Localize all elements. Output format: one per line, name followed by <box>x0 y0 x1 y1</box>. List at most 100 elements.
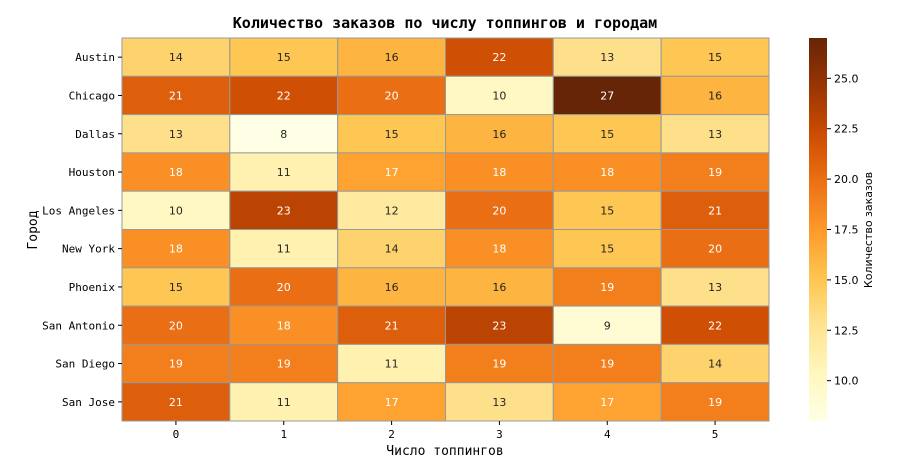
cell-value-label: 13 <box>492 396 506 409</box>
cell-value-label: 19 <box>708 166 722 179</box>
y-tick-label: Houston <box>69 166 115 179</box>
heatmap-cell <box>121 229 231 269</box>
y-tick-label: Dallas <box>75 128 115 141</box>
heatmap-cell <box>552 114 662 154</box>
x-tick-label: 2 <box>388 428 395 441</box>
cell-value-label: 20 <box>708 243 722 256</box>
heatmap-cell <box>229 382 339 422</box>
cell-value-label: 27 <box>600 89 614 102</box>
cell-value-label: 19 <box>600 281 614 294</box>
cell-value-label: 20 <box>492 204 506 217</box>
y-tick-label: San Jose <box>62 396 115 409</box>
heatmap-cell <box>445 190 554 230</box>
heatmap-cell <box>121 382 231 422</box>
cell-value-label: 17 <box>600 396 614 409</box>
cell-value-label: 16 <box>385 51 399 64</box>
heatmap-cell <box>229 75 339 116</box>
x-axis-label: Число топпингов <box>386 444 503 459</box>
heatmap-cell <box>229 114 339 154</box>
y-tick-label: San Diego <box>55 358 115 371</box>
cell-value-label: 20 <box>385 89 399 102</box>
heatmap-cell <box>445 114 554 154</box>
cell-value-label: 22 <box>492 51 506 64</box>
x-tick-label: 1 <box>280 428 287 441</box>
cell-value-label: 19 <box>169 358 183 371</box>
cell-value-label: 18 <box>277 319 291 332</box>
cell-value-label: 14 <box>385 243 399 256</box>
heatmap-cell <box>121 190 231 230</box>
heatmap-cell <box>121 343 231 384</box>
heatmap-cell <box>121 267 231 307</box>
cell-value-label: 19 <box>277 358 291 371</box>
cell-value-label: 21 <box>169 89 183 102</box>
cell-value-label: 19 <box>492 358 506 371</box>
cell-value-label: 15 <box>600 128 614 141</box>
cell-value-label: 11 <box>277 243 291 256</box>
cell-value-label: 10 <box>492 89 506 102</box>
heatmap-cell <box>552 190 662 230</box>
cell-value-label: 16 <box>492 128 506 141</box>
cell-value-label: 18 <box>492 243 506 256</box>
colorbar-tick-label: 22.5 <box>834 123 859 136</box>
colorbar-tick-label: 15.0 <box>834 274 859 287</box>
cell-value-label: 20 <box>277 281 291 294</box>
cell-value-label: 15 <box>385 128 399 141</box>
cell-value-label: 10 <box>169 204 183 217</box>
heatmap-cell <box>445 152 554 192</box>
cell-value-label: 17 <box>385 396 399 409</box>
heatmap-cell <box>121 152 231 192</box>
heatmap-cell <box>337 267 446 307</box>
y-tick-label: Austin <box>75 51 115 64</box>
heatmap-cell <box>660 37 770 77</box>
cell-value-label: 22 <box>277 89 291 102</box>
colorbar-ticks: 10.0 12.5 15.0 17.5 20.0 22.5 25.0 <box>827 72 859 388</box>
cell-value-label: 21 <box>169 396 183 409</box>
y-tick-label: Chicago <box>69 89 115 102</box>
cell-value-label: 14 <box>169 51 183 64</box>
cell-value-label: 11 <box>277 166 291 179</box>
cell-value-label: 13 <box>708 281 722 294</box>
heatmap-cell <box>660 152 770 192</box>
cell-value-label: 11 <box>277 396 291 409</box>
colorbar-label: Количество заказов <box>862 172 875 288</box>
cell-value-label: 11 <box>385 358 399 371</box>
y-tick-label: New York <box>62 243 115 256</box>
cell-value-label: 20 <box>169 319 183 332</box>
cell-value-label: 16 <box>492 281 506 294</box>
heatmap-cell <box>552 305 662 345</box>
heatmap-cell <box>660 114 770 154</box>
x-tick-label: 4 <box>604 428 611 441</box>
cell-value-label: 16 <box>708 89 722 102</box>
heatmap-cell <box>552 343 662 384</box>
x-tick-label: 5 <box>712 428 719 441</box>
heatmap-cell <box>660 190 770 230</box>
cell-value-label: 16 <box>385 281 399 294</box>
cell-value-label: 22 <box>708 319 722 332</box>
y-tick-labels: Austin Chicago Dallas Houston Los Angeles New… <box>42 51 122 409</box>
y-axis-label: Город <box>26 210 41 249</box>
chart-title: Количество заказов по числу топпингов и … <box>233 14 657 32</box>
cell-value-label: 19 <box>600 358 614 371</box>
y-tick-label: Phoenix <box>69 281 116 294</box>
heatmap-cell <box>337 343 446 384</box>
cell-value-label: 18 <box>600 166 614 179</box>
heatmap-cell <box>660 305 770 345</box>
cell-value-label: 15 <box>600 243 614 256</box>
colorbar-tick-label: 10.0 <box>834 375 859 388</box>
heatmap-cell <box>660 229 770 269</box>
cell-value-label: 23 <box>492 319 506 332</box>
colorbar <box>809 38 827 421</box>
cell-value-label: 17 <box>385 166 399 179</box>
heatmap-cell <box>445 75 554 116</box>
cell-value-label: 13 <box>169 128 183 141</box>
cell-value-label: 21 <box>708 204 722 217</box>
heatmap-cell <box>552 152 662 192</box>
colorbar-tick-label: 12.5 <box>834 324 859 337</box>
colorbar-tick-label: 20.0 <box>834 173 859 186</box>
cell-value-label: 15 <box>277 51 291 64</box>
cell-value-label: 14 <box>708 358 722 371</box>
cell-value-label: 15 <box>708 51 722 64</box>
heatmap-cell <box>660 267 770 307</box>
heatmap-cell <box>552 382 662 422</box>
